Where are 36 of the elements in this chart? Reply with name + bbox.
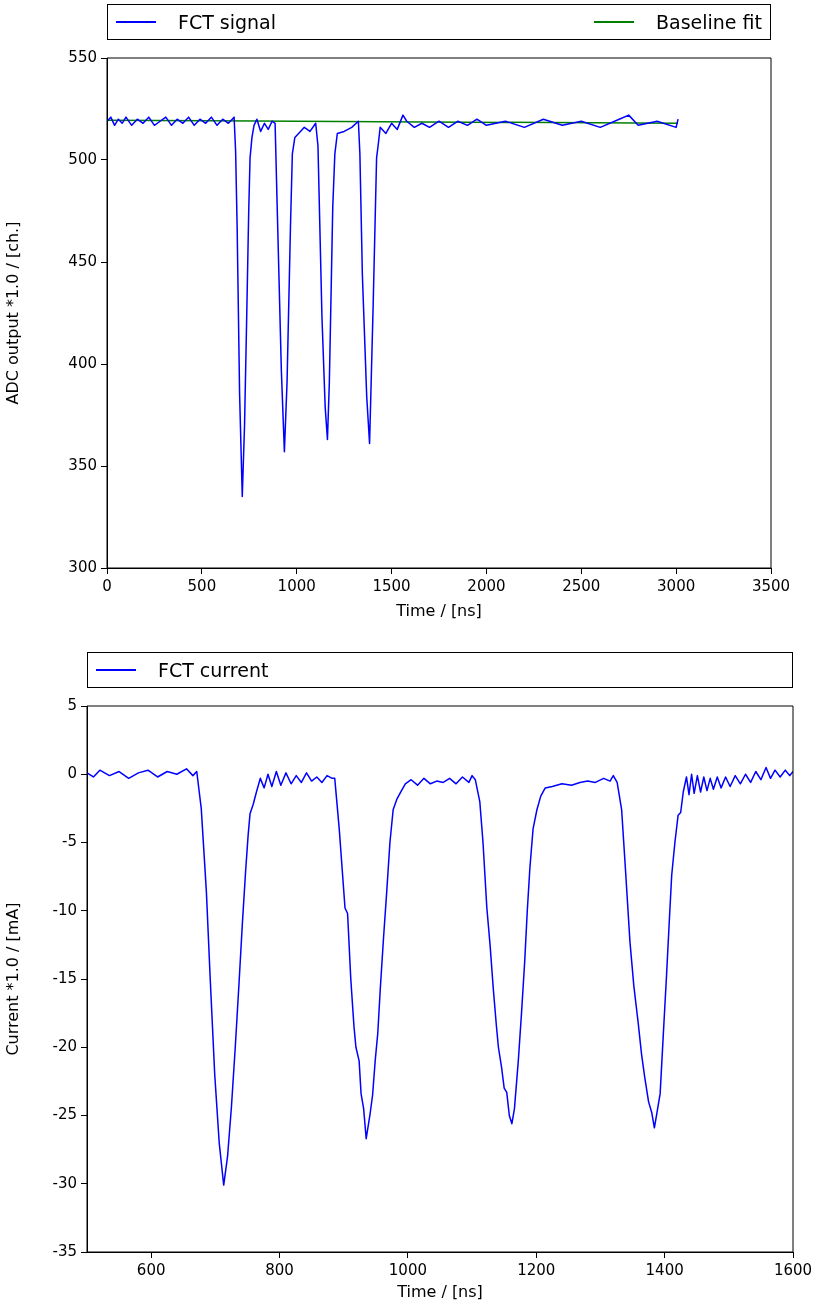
x-tick-label: 1000 <box>277 576 316 595</box>
y-tick-label: 300 <box>68 557 97 576</box>
x-tick-label: 3500 <box>751 576 791 595</box>
y-tick-label: -20 <box>52 1037 77 1056</box>
x-tick-label: 1000 <box>388 1260 427 1279</box>
y-tick-label: -25 <box>52 1105 77 1124</box>
x-axis-title: Time / [ns] <box>396 1281 483 1301</box>
x-tick-label: 3000 <box>657 576 696 595</box>
x-tick-label: 1500 <box>372 576 411 595</box>
x-tick-label: 0 <box>102 576 112 595</box>
y-tick-label: -30 <box>52 1173 77 1192</box>
x-tick-label: 1600 <box>773 1260 813 1279</box>
x-tick-label: 800 <box>265 1260 294 1279</box>
x-tick-label: 2000 <box>467 576 506 595</box>
y-tick-label: 500 <box>68 149 97 168</box>
legend-label: FCT current <box>158 659 269 681</box>
y-tick-label: -5 <box>62 832 77 851</box>
y-axis-title: ADC output *1.0 / [ch.] <box>2 221 22 405</box>
x-tick-label: 500 <box>187 576 217 595</box>
y-tick-label: 550 <box>68 47 97 66</box>
x-tick-label: 600 <box>136 1260 166 1279</box>
legend-label: FCT signal <box>178 11 277 33</box>
y-tick-label: 400 <box>68 353 97 372</box>
y-tick-label: 5 <box>67 695 77 714</box>
x-tick-label: 2500 <box>562 576 601 595</box>
x-tick-label: 1200 <box>517 1260 556 1279</box>
y-tick-label: -15 <box>52 968 77 987</box>
x-axis-title: Time / [ns] <box>395 600 482 620</box>
legend-label: Baseline fit <box>655 11 762 33</box>
x-tick-label: 1400 <box>645 1260 684 1279</box>
y-tick-label: 350 <box>68 455 97 474</box>
y-tick-label: 450 <box>68 251 97 270</box>
y-tick-label: -35 <box>52 1241 77 1260</box>
y-axis-title: Current *1.0 / [mA] <box>2 902 22 1056</box>
y-tick-label: 0 <box>67 764 77 783</box>
y-tick-label: -10 <box>52 900 77 919</box>
